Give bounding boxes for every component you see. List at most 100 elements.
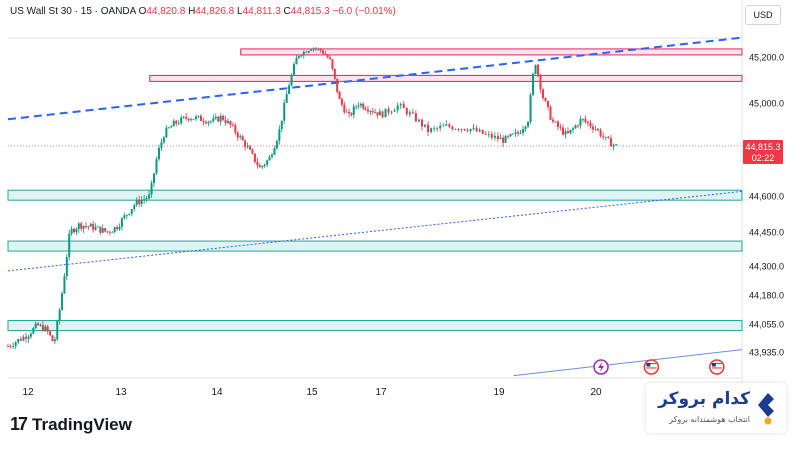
trendline-dashed-0 [7,36,743,121]
candle-body-53 [135,199,138,206]
candle-body-164 [411,112,414,114]
candle-body-105 [263,164,266,166]
candle-body-98 [246,146,249,148]
high-label: H [188,6,196,17]
time-axis[interactable]: 12 13 14 15 17 19 20 [22,387,602,398]
candle-body-162 [405,108,408,115]
candle-body-97 [244,140,247,147]
support-zone-0 [7,189,743,201]
candle-body-65 [165,127,168,138]
candle-body-193 [499,137,502,140]
candle-body-181 [463,128,466,131]
candle-body-124 [310,49,313,51]
broker-logo-icon [758,393,774,425]
candle-body-172 [436,127,439,129]
event-markers[interactable] [593,359,725,375]
candle-body-233 [599,130,602,137]
price-tick-label-0: 45,200.0 [749,53,784,63]
broker-tagline: انتخاب هوشمندانه بروکر [669,415,750,424]
candle-body-195 [504,135,507,143]
candle-body-110 [275,141,278,149]
candle-body-159 [396,105,399,111]
symbol-title[interactable]: US Wall St 30 · 15 · OANDA [10,6,136,17]
candle-body-135 [336,78,339,92]
flag-stripe-2 [646,367,657,369]
candle-body-21 [58,309,61,322]
flag-circle [709,359,725,375]
us-flag-event-icon-2[interactable] [709,359,725,375]
candle-body-201 [519,132,522,134]
candle-body-20 [56,321,59,340]
candle-body-228 [586,121,589,123]
candle-body-43 [111,231,114,233]
candle-body-85 [214,116,217,119]
lightning-glyph [598,362,605,372]
candle-body-205 [529,94,532,123]
candle-body-218 [561,127,564,135]
candle-body-222 [571,128,574,130]
candle-body-216 [556,121,559,127]
candle-body-10 [32,327,35,334]
candle-body-35 [92,223,95,230]
candle-body-158 [393,110,396,112]
candle-body-62 [157,147,160,160]
candle-body-42 [108,231,111,233]
candle-body-14 [41,324,44,331]
candle-body-96 [241,136,244,141]
candle-body-94 [236,132,239,138]
candles [7,46,618,350]
candle-body-61 [155,159,158,174]
us-flag-event-icon-1[interactable] [643,359,660,375]
time-tick-label-0: 12 [22,387,34,398]
candle-body-163 [408,112,411,115]
broker-watermark: کدام بروکر انتخاب هوشمندانه بروکر [646,383,786,433]
candle-body-49 [125,214,128,216]
tradingview-mark-icon: 17 [10,414,28,434]
candle-body-220 [566,131,569,134]
candle-body-33 [87,226,90,228]
candle-body-225 [579,118,582,126]
candle-body-25 [68,233,71,258]
candle-body-115 [288,85,291,95]
candle-body-150 [371,110,374,113]
zones [7,48,743,332]
candle-body-190 [490,133,493,138]
candle-body-155 [384,108,387,118]
candle-body-192 [496,135,499,140]
candle-body-212 [547,100,550,107]
trendline-solid-2 [513,349,743,377]
candle-body-234 [602,136,605,138]
symbol-header: US Wall St 30 · 15 · OANDA O44,820.8 H44… [10,6,396,17]
candle-body-32 [84,225,87,227]
resistance-zone-0 [240,48,743,56]
candle-body-197 [509,134,512,137]
candle-body-232 [597,128,600,131]
candle-body-189 [487,133,490,135]
currency-button[interactable]: USD [745,5,781,25]
candle-body-68 [172,120,175,127]
candle-body-154 [381,111,384,118]
low-label: L [237,6,243,17]
price-tick-label-4: 44,450.0 [749,228,784,238]
candle-body-50 [128,213,131,215]
candle-body-125 [312,48,315,50]
candle-body-138 [343,104,346,113]
candle-body-15 [44,326,47,331]
lightning-event-icon-0[interactable] [593,359,609,375]
candle-body-16 [46,326,49,332]
price-axis[interactable]: 45,200.0 45,000.0 44,600.0 44,450.0 44,300.0… [749,53,784,358]
candle-body-58 [148,194,151,199]
candle-body-114 [285,94,288,103]
candle-body-23 [63,276,66,294]
candle-body-191 [493,135,496,138]
candle-body-168 [424,124,427,127]
candle-body-80 [202,120,205,123]
candle-body-74 [187,118,190,120]
candle-body-18 [51,335,54,342]
tradingview-logo[interactable]: 17 TradingView [10,414,132,435]
close-label: C [283,6,291,17]
candle-body-203 [524,126,527,130]
candle-body-36 [94,226,97,230]
candle-body-27 [73,228,76,233]
